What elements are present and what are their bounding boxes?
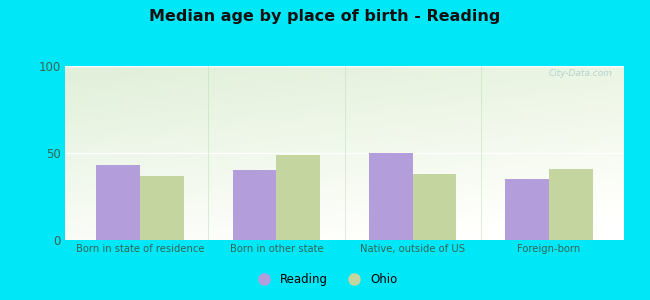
Bar (506, 179, 549, 240)
Bar (413, 174, 456, 240)
Bar (549, 169, 593, 240)
Text: City-Data.com: City-Data.com (549, 70, 613, 79)
Bar (233, 170, 276, 240)
Bar (276, 155, 320, 240)
Bar (96, 165, 140, 240)
Legend: Reading, Ohio: Reading, Ohio (247, 269, 403, 291)
Bar (369, 153, 413, 240)
Bar (140, 176, 183, 240)
Text: Median age by place of birth - Reading: Median age by place of birth - Reading (150, 9, 500, 24)
